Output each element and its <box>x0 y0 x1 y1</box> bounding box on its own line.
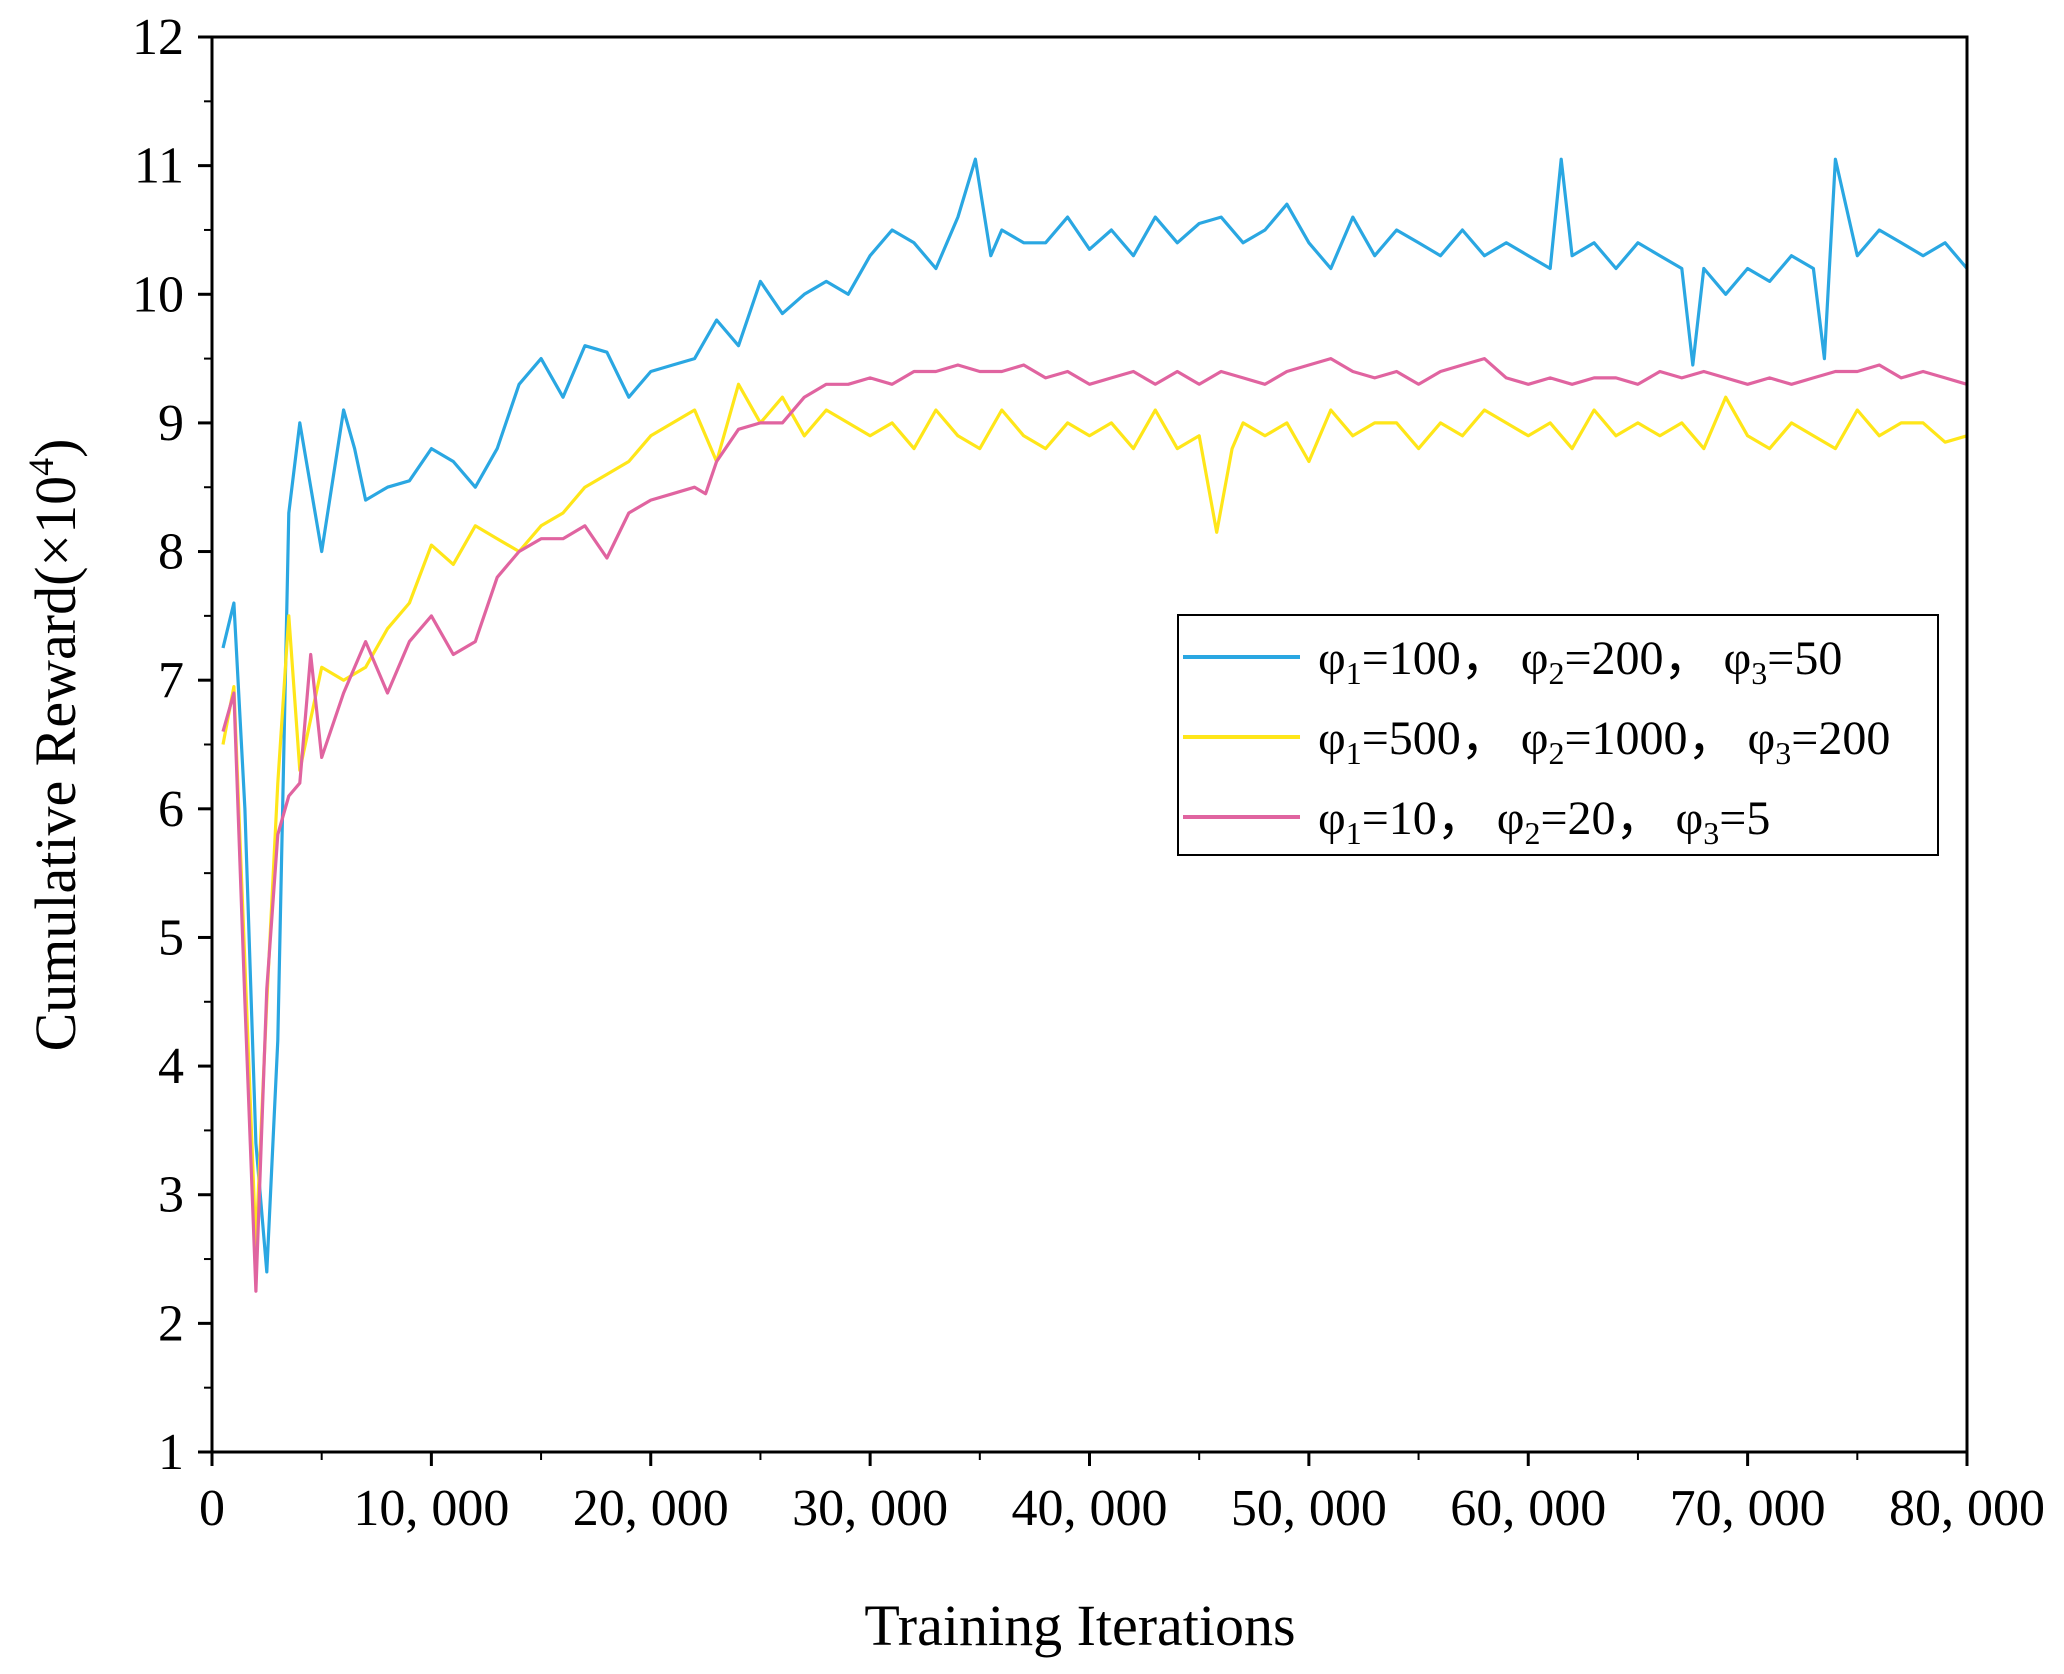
legend-label-3: φ1=10， φ2=20， φ3=5 <box>1318 792 1770 851</box>
y-tick-label: 10 <box>132 266 184 323</box>
series-line-2 <box>221 382 1968 1248</box>
legend: φ1=100， φ2=200， φ3=50 φ1=500， φ2=1000， φ3… <box>1177 614 1939 856</box>
series-line-1 <box>221 157 1969 1274</box>
y-axis-title-main: Cumulative Reward(×10 <box>23 476 88 1052</box>
y-axis-title-close: ) <box>23 439 88 458</box>
x-tick-label: 70, 000 <box>1670 1480 1826 1537</box>
legend-label-2: φ1=500， φ2=1000， φ3=200 <box>1318 712 1890 771</box>
x-axis-title: Training Iterations <box>864 1593 1295 1658</box>
y-axis-title: Cumulative Reward(×104) <box>21 439 88 1052</box>
x-tick-label: 0 <box>199 1480 225 1537</box>
y-tick-label: 6 <box>158 781 184 838</box>
x-tick-label: 40, 000 <box>1012 1480 1168 1537</box>
legend-box <box>1177 614 1939 856</box>
x-tick-label: 30, 000 <box>792 1480 948 1537</box>
x-tick-label: 50, 000 <box>1231 1480 1387 1537</box>
plot-lines <box>221 157 1969 1293</box>
y-tick-label: 5 <box>158 909 184 966</box>
legend-label-1: φ1=100， φ2=200， φ3=50 <box>1318 632 1842 691</box>
y-tick-label: 12 <box>132 9 184 66</box>
x-tick-label: 60, 000 <box>1450 1480 1606 1537</box>
y-tick-label: 8 <box>158 524 184 581</box>
y-tick-label: 3 <box>158 1167 184 1224</box>
x-tick-label: 20, 000 <box>573 1480 729 1537</box>
y-tick-label: 7 <box>158 652 184 709</box>
series-line-3 <box>221 357 1968 1293</box>
x-tick-label: 80, 000 <box>1889 1480 2045 1537</box>
y-tick-label: 4 <box>158 1038 184 1095</box>
y-tick-label: 2 <box>158 1295 184 1352</box>
y-tick-label: 1 <box>158 1424 184 1481</box>
y-tick-label: 11 <box>134 138 184 195</box>
y-tick-label: 9 <box>158 395 184 452</box>
x-axis: 0 10, 000 20, 000 30, 000 40, 000 50, 000 60, … <box>199 1452 2045 1537</box>
y-axis-title-superscript: 4 <box>21 458 61 476</box>
x-tick-label: 10, 000 <box>353 1480 509 1537</box>
